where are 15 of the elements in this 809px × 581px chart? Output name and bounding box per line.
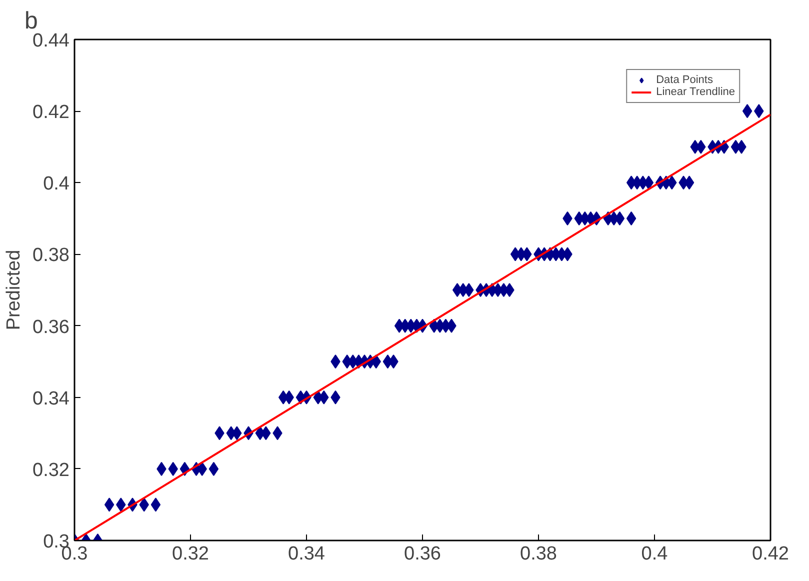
y-tick-label: 0.34 xyxy=(32,388,70,410)
y-tick-label: 0.38 xyxy=(32,245,70,266)
x-tick-label: 0.36 xyxy=(404,544,441,564)
y-tick-label: 0.4 xyxy=(43,174,70,195)
y-tick-label: 0.42 xyxy=(32,102,70,124)
x-tick-label: 0.42 xyxy=(752,544,789,564)
legend-label: Data Points xyxy=(656,74,713,86)
y-tick-label: 0.32 xyxy=(32,460,70,481)
x-tick-label: 0.34 xyxy=(288,544,326,564)
legend-label: Linear Trendline xyxy=(656,86,735,98)
x-tick-label: 0.38 xyxy=(520,544,557,564)
x-tick-label: 0.32 xyxy=(172,544,209,564)
y-axis-title: Predicted xyxy=(4,250,25,330)
y-tick-label: 0.36 xyxy=(32,316,70,338)
x-tick-label: 0.4 xyxy=(641,544,668,564)
